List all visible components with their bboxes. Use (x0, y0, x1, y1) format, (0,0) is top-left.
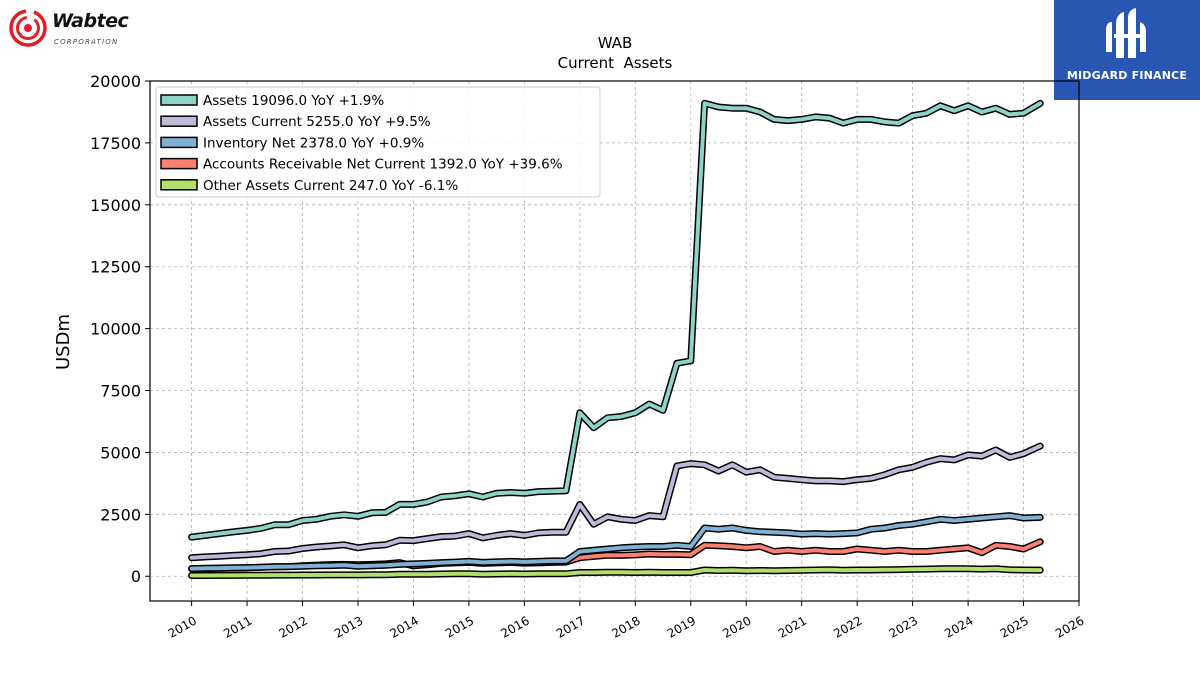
legend-label: Other Assets Current 247.0 YoY -6.1% (203, 178, 458, 194)
x-tick-label: 2016 (498, 613, 531, 640)
legend-label: Assets Current 5255.0 YoY +9.5% (203, 114, 431, 130)
y-tick-label: 0 (131, 567, 141, 586)
x-tick-label: 2024 (942, 613, 975, 640)
x-tick-label: 2018 (609, 613, 642, 640)
x-tick-label: 2010 (166, 613, 199, 640)
x-tick-label: 2012 (277, 613, 310, 640)
y-axis-label: USDm (53, 314, 74, 370)
wabtec-logo-icon (9, 9, 47, 47)
x-tick-label: 2019 (665, 613, 698, 640)
y-tick-label: 17500 (90, 134, 141, 153)
midgard-emblem-icon (1106, 8, 1146, 58)
x-tick-label: 2026 (1053, 613, 1086, 640)
x-tick-label: 2025 (998, 613, 1031, 640)
wabtec-logo-subtext: CORPORATION (54, 38, 119, 46)
legend-swatch (160, 94, 198, 106)
x-tick-label: 2011 (221, 613, 254, 640)
series-line-assets (189, 101, 1043, 540)
wabtec-logo: Wabtec CORPORATION (8, 8, 148, 52)
x-tick-label: 2023 (887, 613, 920, 640)
x-tick-label: 2021 (776, 613, 809, 640)
x-tick-label: 2020 (720, 613, 753, 640)
y-tick-label: 15000 (90, 196, 141, 215)
midgard-finance-logo: MIDGARD FINANCE (1054, 0, 1200, 100)
series-line-inventory-net (189, 513, 1043, 571)
x-tick-label: 2013 (332, 613, 365, 640)
y-tick-label: 7500 (100, 382, 141, 401)
legend-swatch (160, 115, 198, 127)
legend-swatch (160, 179, 198, 191)
chart-title: WAB (598, 34, 633, 52)
chart-subtitle: Current Assets (558, 54, 673, 72)
y-tick-label: 2500 (100, 505, 141, 524)
x-tick-label: 2017 (554, 613, 587, 640)
y-tick-label: 5000 (100, 443, 141, 462)
y-tick-label: 20000 (90, 72, 141, 91)
legend-box (155, 86, 601, 198)
series-line-assets-current (189, 444, 1043, 560)
y-tick-label: 10000 (90, 320, 141, 339)
legend-label: Assets 19096.0 YoY +1.9% (203, 93, 384, 109)
legend: Assets 19096.0 YoY +1.9% Assets Current 5… (155, 86, 601, 198)
wabtec-logo-text: Wabtec (52, 10, 129, 32)
series-lines (188, 99, 1044, 579)
plot-frame (149, 80, 1080, 602)
series-line-other-assets-current (189, 566, 1043, 578)
x-tick-label: 2014 (387, 613, 420, 640)
legend-label: Inventory Net 2378.0 YoY +0.9% (203, 135, 424, 151)
y-tick-label: 12500 (90, 258, 141, 277)
midgard-finance-text: MIDGARD FINANCE (1066, 69, 1188, 82)
x-tick-label: 2015 (443, 613, 476, 640)
x-tick-label: 2022 (831, 613, 864, 640)
legend-label: Accounts Receivable Net Current 1392.0 Y… (203, 157, 563, 173)
legend-swatch (160, 136, 198, 149)
legend-swatch (160, 157, 198, 170)
